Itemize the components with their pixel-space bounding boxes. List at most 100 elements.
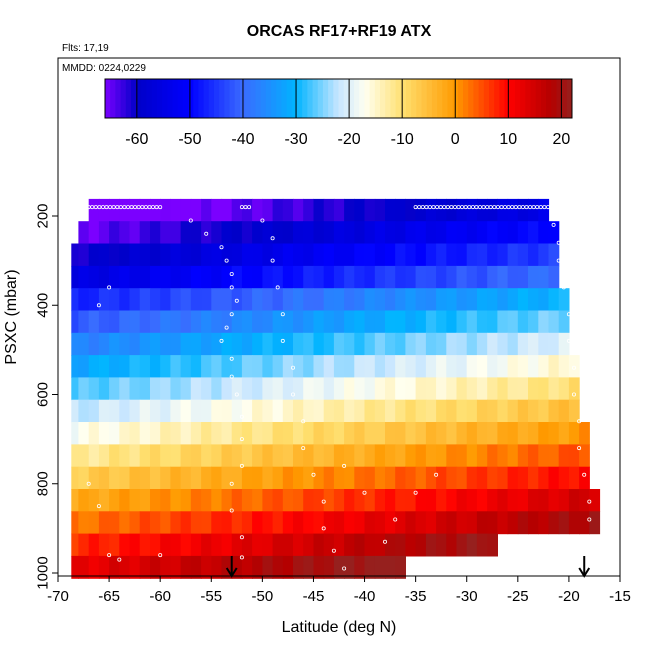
heatmap-cell	[333, 511, 345, 535]
heatmap-cell	[211, 221, 223, 245]
colorbar-segment	[520, 79, 526, 118]
heatmap-cell	[282, 555, 294, 579]
heatmap-cell	[323, 489, 335, 512]
heatmap-cell	[528, 310, 539, 334]
colorbar-segment	[369, 79, 376, 118]
colorbar-segment	[561, 79, 568, 118]
heatmap-cell	[109, 310, 120, 334]
heatmap-cell	[528, 198, 539, 222]
heatmap-cell	[78, 399, 90, 423]
heatmap-cell	[293, 533, 304, 557]
heatmap-cell	[262, 355, 274, 378]
heatmap-cell	[436, 243, 447, 267]
heatmap-cell	[313, 511, 325, 535]
heatmap-cell	[231, 377, 243, 401]
colorbar-tick-label: 20	[552, 131, 570, 148]
heatmap-cell	[333, 265, 345, 289]
heatmap-cell	[395, 399, 406, 423]
heatmap-cell	[517, 243, 529, 267]
heatmap-cell	[231, 489, 243, 512]
x-tick-label: -35	[405, 588, 427, 605]
heatmap-cell	[109, 533, 120, 557]
heatmap-cell	[88, 466, 100, 490]
heatmap-cell	[170, 444, 182, 468]
heatmap-cell	[150, 243, 161, 267]
heatmap-cell	[139, 377, 151, 401]
heatmap-cell	[98, 555, 110, 579]
heatmap-cell	[241, 466, 253, 490]
heatmap-cell	[119, 533, 131, 557]
heatmap-cell	[293, 265, 304, 289]
colorbar-segment	[478, 79, 485, 118]
heatmap-cell	[150, 466, 161, 490]
sample-marker	[229, 285, 234, 290]
heatmap-cell	[262, 489, 274, 512]
colorbar-segment	[509, 79, 516, 118]
heatmap-cell	[558, 489, 570, 512]
colorbar-segment	[488, 79, 495, 118]
heatmap-cell	[109, 377, 120, 401]
heatmap-cell	[241, 422, 253, 445]
heatmap-cell	[497, 422, 509, 445]
sample-marker	[111, 205, 116, 210]
heatmap-cell	[374, 310, 386, 334]
heatmap-cell	[528, 399, 539, 423]
heatmap-cell	[538, 489, 550, 512]
heatmap-cell	[528, 489, 539, 512]
heatmap-cell	[333, 243, 345, 267]
heatmap-cell	[354, 243, 366, 267]
heatmap-cell	[303, 466, 314, 490]
heatmap-cell	[211, 355, 223, 378]
heatmap-cell	[282, 221, 294, 245]
heatmap-cell	[160, 377, 171, 401]
colorbar-segment	[431, 79, 438, 118]
heatmap-cell	[558, 288, 570, 312]
heatmap-cell	[528, 221, 539, 245]
heatmap-cell	[446, 288, 458, 312]
heatmap-cell	[303, 489, 314, 512]
heatmap-cell	[374, 243, 386, 267]
heatmap-cell	[119, 377, 131, 401]
heatmap-cell	[476, 265, 488, 289]
heatmap-cell	[405, 511, 417, 535]
heatmap-cell	[487, 332, 498, 356]
heatmap-cell	[466, 489, 478, 512]
heatmap-cell	[160, 399, 171, 423]
heatmap-cell	[354, 511, 366, 535]
heatmap-cell	[272, 243, 284, 267]
heatmap-cell	[548, 489, 560, 512]
heatmap-cell	[211, 399, 223, 423]
sample-marker	[234, 392, 239, 397]
heatmap-cell	[364, 466, 376, 490]
heatmap-cell	[425, 355, 437, 378]
heatmap-cell	[221, 332, 233, 356]
heatmap-cell	[272, 489, 284, 512]
heatmap-cell	[231, 310, 243, 334]
colorbar-segment	[286, 79, 293, 118]
heatmap-cell	[385, 489, 396, 512]
heatmap-cell	[293, 511, 304, 535]
heatmap-cell	[487, 533, 498, 557]
heatmap-cell	[201, 422, 212, 445]
heatmap-cell	[415, 288, 427, 312]
colorbar-segment	[156, 79, 163, 118]
heatmap-cell	[170, 422, 182, 445]
heatmap-cell	[262, 332, 274, 356]
heatmap-cell	[374, 533, 386, 557]
heatmap-cell	[71, 555, 80, 579]
heatmap-cell	[558, 422, 570, 445]
heatmap-cell	[180, 221, 192, 245]
heatmap-cell	[528, 288, 539, 312]
heatmap-cell	[487, 198, 498, 222]
sample-marker	[260, 218, 265, 223]
heatmap-cell	[262, 422, 274, 445]
colorbar-segment	[317, 79, 324, 118]
heatmap-cell	[579, 511, 590, 535]
heatmap-cell	[425, 466, 437, 490]
x-tick-label: -55	[200, 588, 222, 605]
heatmap-cell	[446, 198, 458, 222]
x-tick-label: -40	[354, 588, 376, 605]
heatmap-cell	[180, 489, 192, 512]
heatmap-cell	[98, 332, 110, 356]
heatmap-cell	[109, 221, 120, 245]
